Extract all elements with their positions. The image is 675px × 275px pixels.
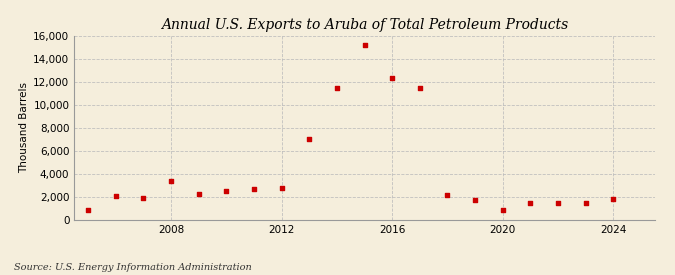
Point [304,137,315,142]
Point [580,200,591,205]
Point [414,85,425,90]
Point [387,76,398,81]
Point [525,200,536,205]
Point [110,194,121,198]
Title: Annual U.S. Exports to Aruba of Total Petroleum Products: Annual U.S. Exports to Aruba of Total Pe… [161,18,568,32]
Point [497,207,508,212]
Point [138,196,148,200]
Point [442,192,453,197]
Point [553,200,564,205]
Point [359,43,370,47]
Point [193,191,204,196]
Point [276,186,287,190]
Point [82,207,93,212]
Point [470,198,481,203]
Y-axis label: Thousand Barrels: Thousand Barrels [19,82,29,173]
Point [608,197,619,202]
Text: Source: U.S. Energy Information Administration: Source: U.S. Energy Information Administ… [14,263,251,272]
Point [331,85,342,90]
Point [221,189,232,193]
Point [165,179,176,183]
Point [248,187,259,191]
